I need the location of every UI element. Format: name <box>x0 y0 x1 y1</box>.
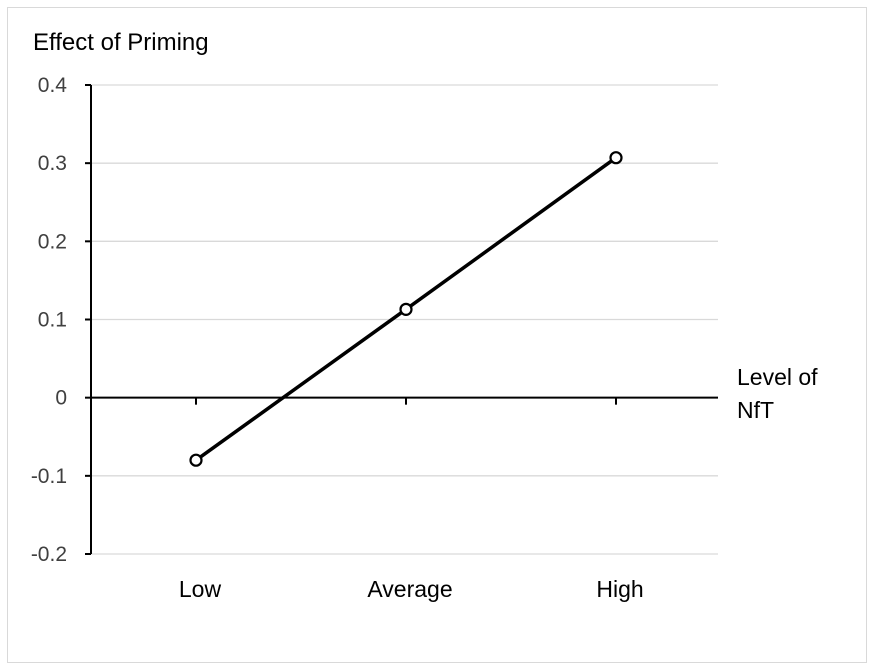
x-category-label: Low <box>179 576 222 602</box>
y-tick-label: -0.1 <box>31 465 67 488</box>
y-tick-label: 0.3 <box>38 152 67 175</box>
y-tick-label: 0.1 <box>38 309 67 332</box>
data-point <box>399 302 413 316</box>
y-tick-label: 0.2 <box>38 230 67 253</box>
x-axis-title-line2: NfT <box>737 397 774 423</box>
y-tick-label: 0 <box>55 387 67 410</box>
y-axis-title: Effect of Priming <box>33 29 209 56</box>
gridlines <box>91 84 718 555</box>
y-tick-label: 0.4 <box>38 74 68 97</box>
axes <box>85 84 718 555</box>
data-point <box>609 151 623 165</box>
x-axis-title-line1: Level of <box>737 364 818 390</box>
series <box>189 151 623 467</box>
data-point <box>189 453 203 467</box>
y-tick-label: -0.2 <box>31 543 67 566</box>
x-category-labels: Low Average High <box>179 576 644 602</box>
x-category-label: High <box>596 576 643 602</box>
x-category-label: Average <box>367 576 452 602</box>
y-tick-labels: 0.4 0.3 0.2 0.1 0 -0.1 -0.2 <box>31 74 67 566</box>
